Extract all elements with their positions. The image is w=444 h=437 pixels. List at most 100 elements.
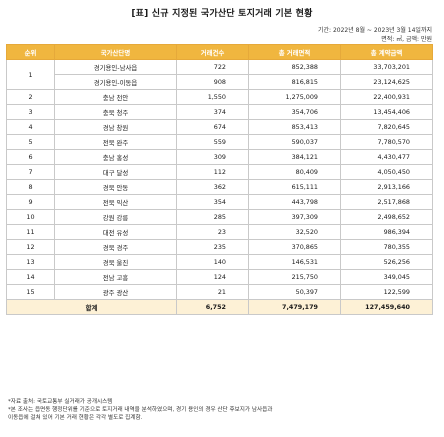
amount-cell: 4,050,450 xyxy=(340,164,433,180)
units-note: 면적: ㎡, 금액: 만원 xyxy=(381,36,432,43)
count-cell: 140 xyxy=(176,254,249,270)
count-cell: 722 xyxy=(176,59,249,75)
area-cell: 443,798 xyxy=(248,194,341,210)
amount-cell: 2,517,868 xyxy=(340,194,433,210)
area-cell: 397,309 xyxy=(248,209,341,225)
table-header-row: 순위 국가산단명 거래건수 총 거래면적 총 계약금액 xyxy=(6,44,433,60)
total-count: 6,752 xyxy=(176,299,249,315)
rank-cell: 11 xyxy=(6,224,55,240)
amount-cell: 349,045 xyxy=(340,269,433,285)
area-cell: 80,409 xyxy=(248,164,341,180)
area-cell: 50,397 xyxy=(248,284,341,300)
rank-cell: 6 xyxy=(6,149,55,165)
region-cell: 전남 고흥 xyxy=(54,269,177,285)
table-row: 1 경기용인-남사읍 722 852,388 33,703,201 xyxy=(6,59,433,90)
rank-cell: 15 xyxy=(6,284,55,300)
count-cell: 908 xyxy=(176,74,249,90)
rank-cell: 2 xyxy=(6,89,55,105)
amount-cell: 4,430,477 xyxy=(340,149,433,165)
region-cell: 대구 달성 xyxy=(54,164,177,180)
amount-cell: 526,256 xyxy=(340,254,433,270)
area-cell: 146,531 xyxy=(248,254,341,270)
amount-cell: 7,820,645 xyxy=(340,119,433,135)
amount-cell: 22,400,931 xyxy=(340,89,433,105)
amount-cell: 23,124,625 xyxy=(340,74,433,90)
count-cell: 124 xyxy=(176,269,249,285)
table-row: 15 광주 광산 21 50,397 122,599 xyxy=(6,284,433,300)
table-row: 6 충남 홍성 309 384,121 4,430,477 xyxy=(6,149,433,165)
total-row: 합계 6,752 7,479,179 127,459,640 xyxy=(6,299,433,315)
region-cell: 충북 청주 xyxy=(54,104,177,120)
count-cell: 374 xyxy=(176,104,249,120)
count-cell: 1,550 xyxy=(176,89,249,105)
area-cell: 354,706 xyxy=(248,104,341,120)
table-row: 14 전남 고흥 124 215,750 349,045 xyxy=(6,269,433,285)
amount-cell: 986,394 xyxy=(340,224,433,240)
method-note: *본 조사는 읍면동 행정단위를 기준으로 토지거래 내역을 분석하였으며, 경… xyxy=(8,407,273,413)
header-amount: 총 계약금액 xyxy=(340,44,433,60)
rank-cell: 3 xyxy=(6,104,55,120)
region-cell: 경북 안동 xyxy=(54,179,177,195)
method-note-continued: 이동읍에 걸쳐 있어 기본 거래 현황은 각각 별도로 집계함. xyxy=(8,415,143,421)
table-row: 5 전북 완주 559 590,037 7,780,570 xyxy=(6,134,433,150)
land-transaction-table: 순위 국가산단명 거래건수 총 거래면적 총 계약금액 1 경기용인-남사읍 7… xyxy=(6,44,433,315)
total-amount: 127,459,640 xyxy=(340,299,433,315)
region-cell: 충남 천안 xyxy=(54,89,177,105)
count-cell: 354 xyxy=(176,194,249,210)
table-row: 7 대구 달성 112 80,409 4,050,450 xyxy=(6,164,433,180)
region-cell: 전북 익산 xyxy=(54,194,177,210)
amount-cell: 7,780,570 xyxy=(340,134,433,150)
rank-cell: 1 xyxy=(6,59,55,90)
source-note: *자료 출처: 국토교통부 실거래가 공개시스템 xyxy=(8,399,113,405)
area-cell: 32,520 xyxy=(248,224,341,240)
region-cell: 전북 완주 xyxy=(54,134,177,150)
rank-cell: 5 xyxy=(6,134,55,150)
region-cell: 강원 강릉 xyxy=(54,209,177,225)
table-row: 12 경북 경주 235 370,865 780,355 xyxy=(6,239,433,255)
footnotes: *자료 출처: 국토교통부 실거래가 공개시스템 *본 조사는 읍면동 행정단위… xyxy=(8,398,438,422)
region-cell: 충남 홍성 xyxy=(54,149,177,165)
amount-cell: 2,498,652 xyxy=(340,209,433,225)
area-cell: 816,815 xyxy=(248,74,341,90)
table-row: 경기용인-이동읍 908 816,815 23,124,625 xyxy=(7,74,433,90)
amount-cell: 780,355 xyxy=(340,239,433,255)
header-complex-name: 국가산단명 xyxy=(54,44,177,60)
count-cell: 309 xyxy=(176,149,249,165)
count-cell: 285 xyxy=(176,209,249,225)
area-cell: 1,275,009 xyxy=(248,89,341,105)
table-row: 4 경남 창원 674 853,413 7,820,645 xyxy=(6,119,433,135)
rank-cell: 7 xyxy=(6,164,55,180)
header-rank: 순위 xyxy=(6,44,55,60)
area-cell: 384,121 xyxy=(248,149,341,165)
count-cell: 362 xyxy=(176,179,249,195)
rank-cell: 12 xyxy=(6,239,55,255)
region-cell: 대전 유성 xyxy=(54,224,177,240)
count-cell: 23 xyxy=(176,224,249,240)
area-cell: 215,750 xyxy=(248,269,341,285)
rank-cell: 10 xyxy=(6,209,55,225)
amount-cell: 13,454,406 xyxy=(340,104,433,120)
count-cell: 112 xyxy=(176,164,249,180)
table-row: 3 충북 청주 374 354,706 13,454,406 xyxy=(6,104,433,120)
rank-cell: 8 xyxy=(6,179,55,195)
rank-cell: 13 xyxy=(6,254,55,270)
total-area: 7,479,179 xyxy=(248,299,341,315)
count-cell: 674 xyxy=(176,119,249,135)
period-note: 기간: 2022년 8월 ~ 2023년 3월 14일까지 xyxy=(318,27,432,34)
table-row: 11 대전 유성 23 32,520 986,394 xyxy=(6,224,433,240)
header-area: 총 거래면적 xyxy=(248,44,341,60)
rank-cell: 14 xyxy=(6,269,55,285)
rank-cell: 9 xyxy=(6,194,55,210)
area-cell: 852,388 xyxy=(248,59,341,75)
region-cell: 광주 광산 xyxy=(54,284,177,300)
amount-cell: 2,913,166 xyxy=(340,179,433,195)
rank-cell: 4 xyxy=(6,119,55,135)
area-cell: 370,865 xyxy=(248,239,341,255)
table-row: 8 경북 안동 362 615,111 2,913,166 xyxy=(6,179,433,195)
table-row: 9 전북 익산 354 443,798 2,517,868 xyxy=(6,194,433,210)
total-label: 합계 xyxy=(6,299,177,315)
table-title: [표] 신규 지정된 국가산단 토지거래 기본 현황 xyxy=(131,9,313,19)
count-cell: 21 xyxy=(176,284,249,300)
header-count: 거래건수 xyxy=(176,44,249,60)
